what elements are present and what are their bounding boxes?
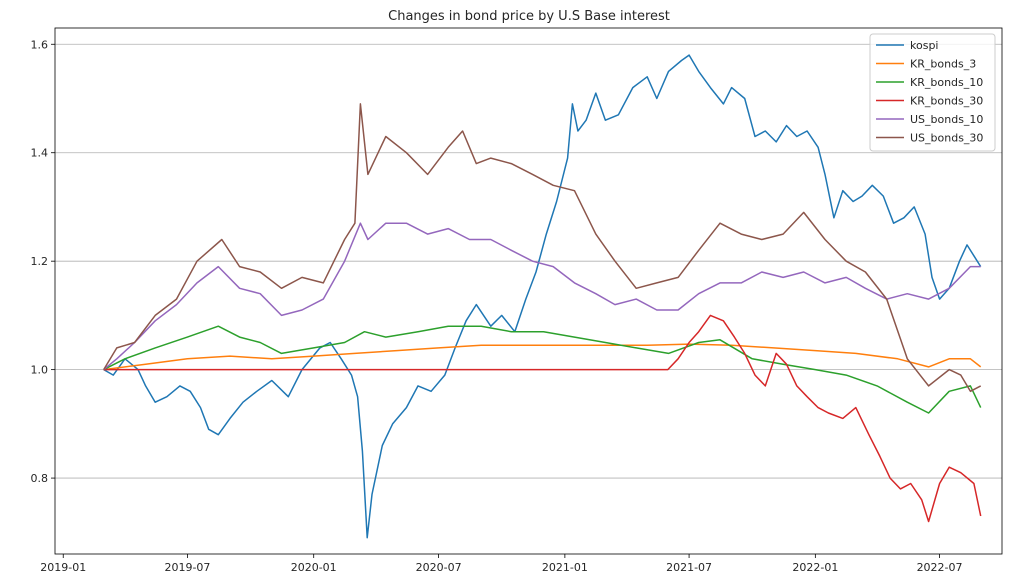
legend-entry: KR_bonds_30	[910, 95, 983, 108]
series-line-kospi	[103, 54, 982, 539]
legend: kospi KR_bonds_3 KR_bonds_10 KR_bonds_30 US_…	[869, 33, 996, 152]
plot-frame	[54, 27, 1003, 555]
x-tick-label: 2022-01	[792, 561, 838, 574]
legend-entry: KR_bonds_3	[910, 58, 976, 71]
x-axis-ticks: 2019-01 2019-07 2020-01 2020-07 2021-01 2021-…	[40, 554, 963, 574]
y-tick-label: 1.6	[31, 38, 49, 51]
series-line-kr-bonds-10	[103, 325, 982, 414]
y-tick-label: 1.4	[31, 147, 49, 160]
legend-entry: US_bonds_30	[910, 132, 983, 145]
x-tick-label: 2019-07	[164, 561, 210, 574]
y-tick-label: 1.2	[31, 255, 49, 268]
y-axis-ticks: 0.8 1.0 1.2 1.4 1.6	[31, 38, 55, 485]
legend-entry: US_bonds_10	[910, 113, 983, 126]
series-lines	[103, 54, 982, 539]
x-tick-label: 2020-01	[291, 561, 337, 574]
legend-entry: kospi	[910, 39, 938, 52]
x-tick-label: 2022-07	[917, 561, 963, 574]
y-tick-label: 1.0	[31, 364, 49, 377]
series-line-us-bonds-10	[103, 222, 981, 371]
series-line-kr-bonds-30	[103, 314, 982, 523]
x-tick-label: 2021-01	[542, 561, 588, 574]
legend-entry: KR_bonds_10	[910, 76, 983, 89]
x-tick-label: 2021-07	[666, 561, 712, 574]
x-tick-label: 2020-07	[416, 561, 462, 574]
chart-title: Changes in bond price by U.S Base intere…	[388, 9, 670, 24]
series-line-kr-bonds-3	[103, 343, 982, 371]
y-tick-label: 0.8	[31, 472, 49, 485]
x-tick-label: 2019-01	[40, 561, 86, 574]
series-line-us-bonds-30	[103, 103, 982, 393]
